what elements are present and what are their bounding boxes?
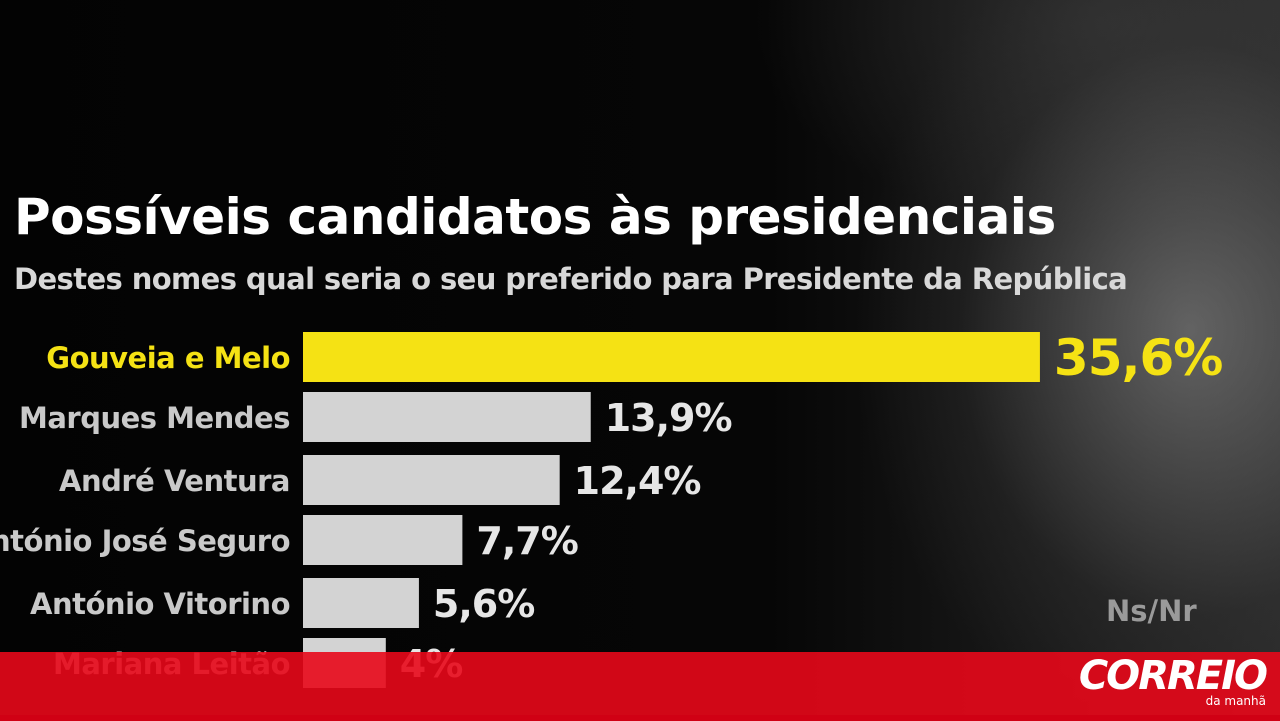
footer-edge bbox=[0, 715, 1280, 721]
logo-subtitle: da manhã bbox=[1205, 694, 1266, 708]
chart-subtitle: Destes nomes qual seria o seu preferido … bbox=[14, 262, 1128, 296]
category-label-0: Gouveia e Melo bbox=[46, 341, 290, 375]
bar-1 bbox=[303, 392, 591, 442]
value-label-4: 5,6% bbox=[433, 582, 534, 626]
category-label-4: António Vitorino bbox=[30, 587, 290, 621]
bar-2 bbox=[303, 455, 560, 505]
correio-da-manha-logo[interactable]: CORREIO da manhã bbox=[1078, 653, 1268, 708]
logo-wordmark: CORREIO bbox=[1078, 653, 1268, 699]
chart-title: Possíveis candidatos às presidenciais bbox=[14, 188, 1056, 246]
category-label-1: Marques Mendes bbox=[19, 401, 290, 435]
value-label-1: 13,9% bbox=[605, 396, 732, 440]
value-label-0: 35,6% bbox=[1054, 329, 1222, 387]
category-label-2: André Ventura bbox=[59, 464, 290, 498]
bar-0 bbox=[303, 332, 1040, 382]
value-label-2: 12,4% bbox=[574, 459, 701, 503]
value-label-3: 7,7% bbox=[476, 519, 577, 563]
ns-nr-label: Ns/Nr bbox=[1106, 594, 1197, 628]
bar-3 bbox=[303, 515, 463, 565]
category-label-3: António José Seguro bbox=[0, 524, 290, 558]
bar-4 bbox=[303, 578, 419, 628]
footer-bar bbox=[0, 652, 1280, 721]
